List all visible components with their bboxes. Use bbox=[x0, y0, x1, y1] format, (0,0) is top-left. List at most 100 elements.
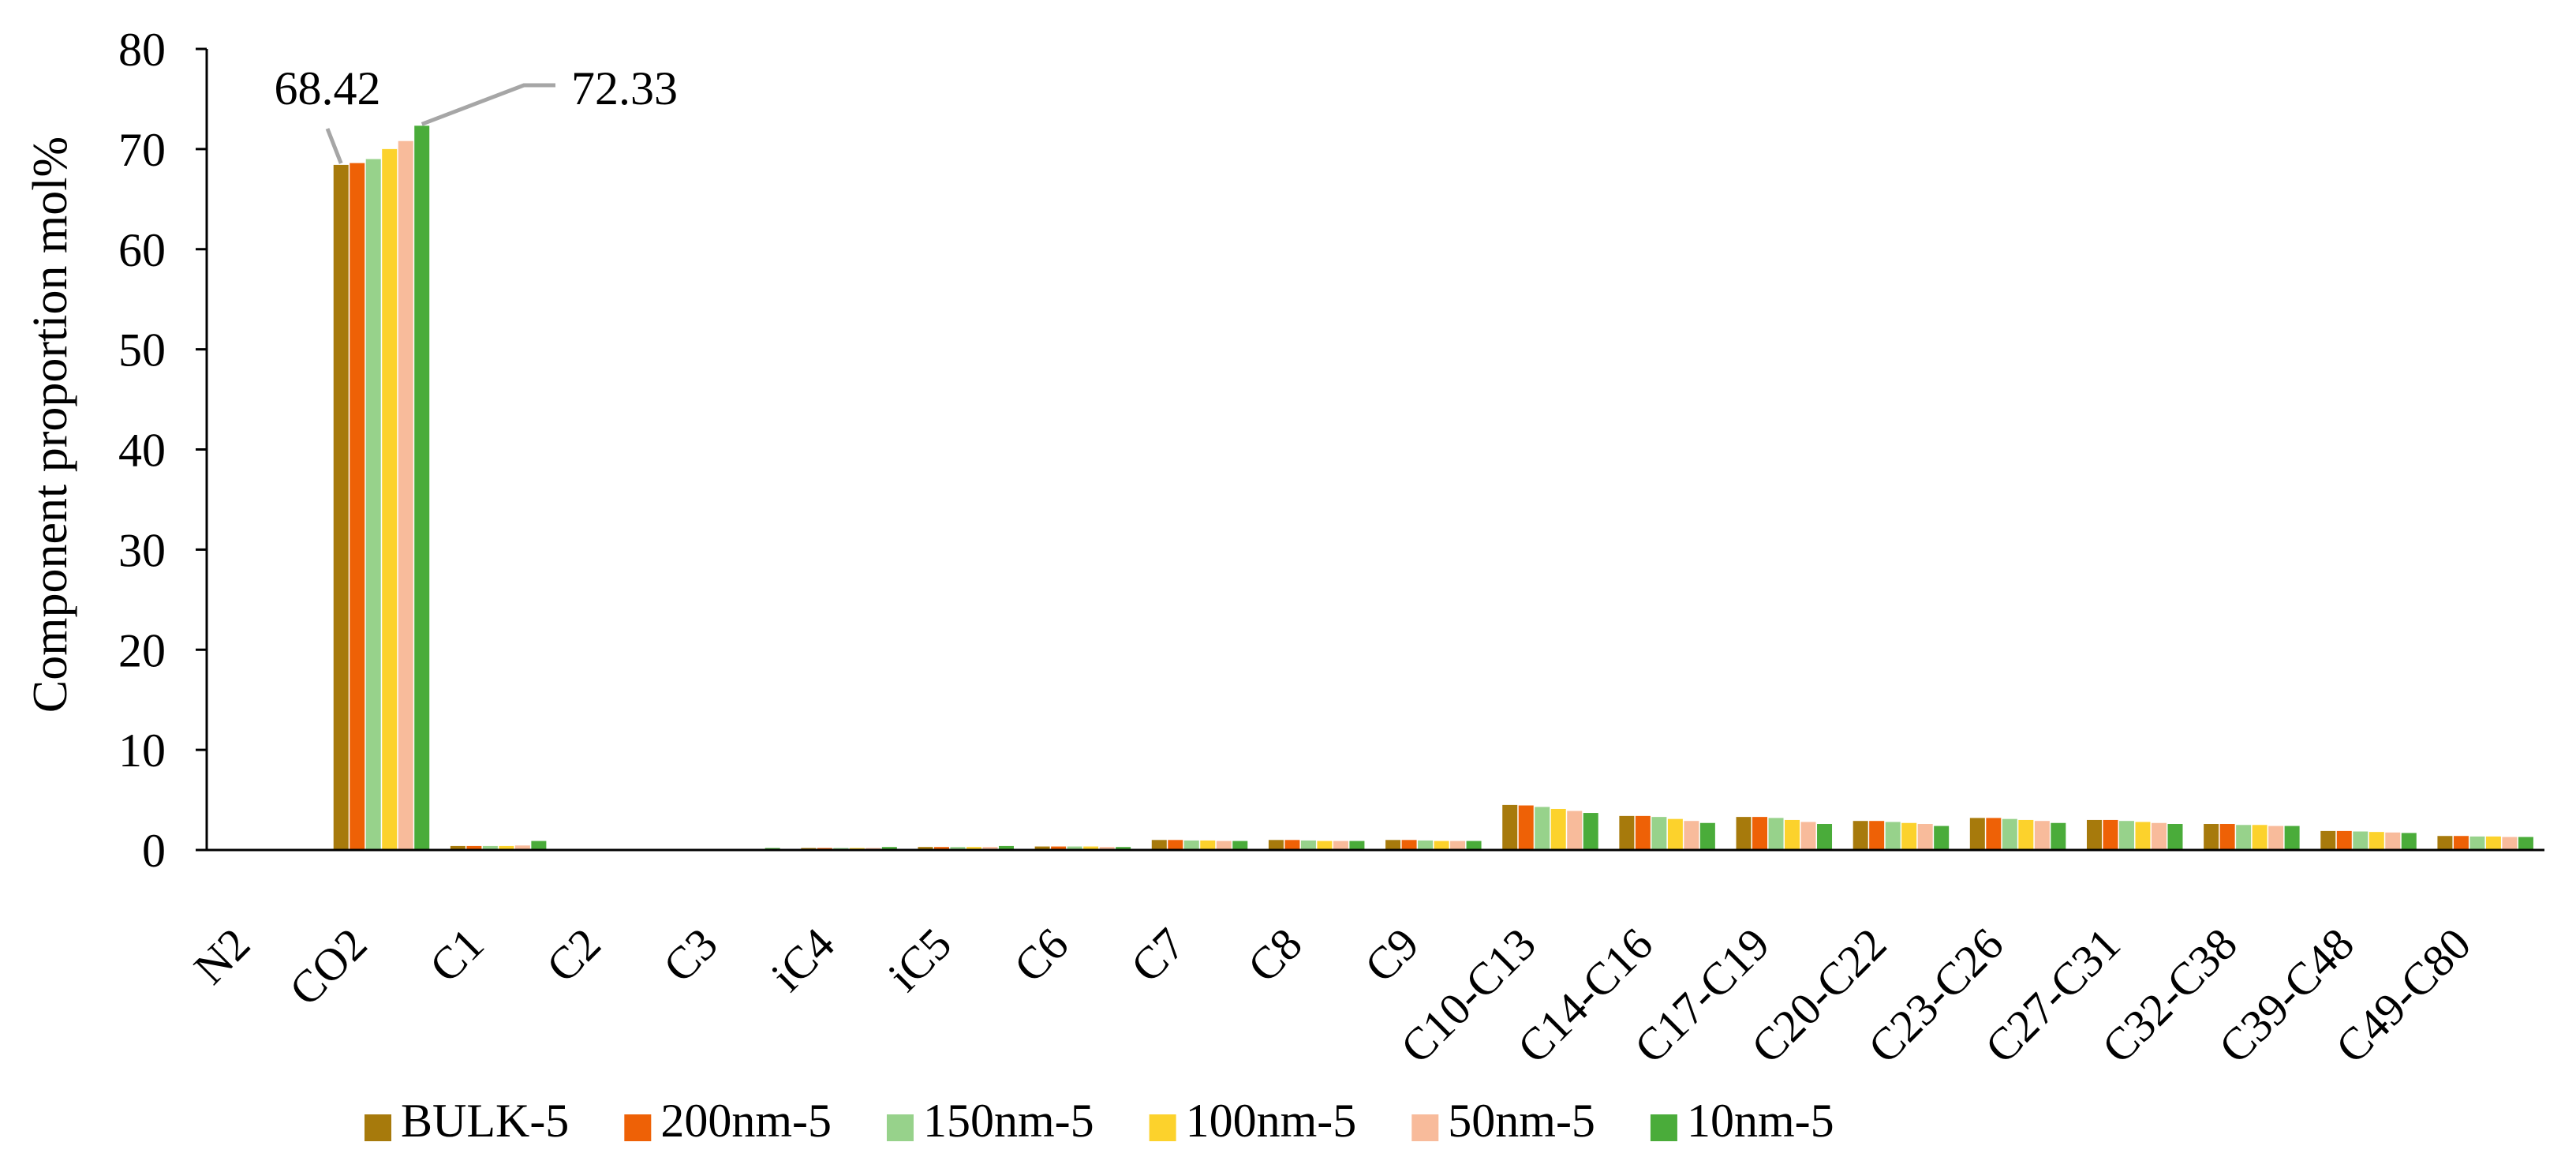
bar-150nm-5-c1 bbox=[482, 845, 498, 850]
bar-200nm-5-c20-c22 bbox=[1869, 821, 1885, 850]
bar-200nm-5-c17-c19 bbox=[1752, 817, 1768, 850]
bar-bulk-5-ic5 bbox=[918, 847, 933, 850]
annotation-leader-bulk-5 bbox=[325, 128, 343, 164]
legend-swatch-100nm-5 bbox=[1149, 1114, 1176, 1141]
bar-200nm-5-c6 bbox=[1051, 846, 1067, 850]
bar-200nm-5-c39-c48 bbox=[2336, 830, 2352, 850]
bar-10nm-5-ic5 bbox=[998, 845, 1014, 850]
legend-label-100nm-5: 100nm-5 bbox=[1186, 1095, 1357, 1147]
bar-10nm-5-c9 bbox=[1466, 841, 1482, 850]
bar-50nm-5-c20-c22 bbox=[1917, 824, 1933, 850]
legend-label-10nm-5: 10nm-5 bbox=[1687, 1095, 1834, 1147]
bar-50nm-5-c8 bbox=[1333, 841, 1348, 850]
bar-150nm-5-c14-c16 bbox=[1651, 817, 1667, 850]
bar-50nm-5-ic5 bbox=[982, 847, 998, 850]
bar-bulk-5-c8 bbox=[1268, 840, 1284, 850]
bar-100nm-5-c8 bbox=[1317, 841, 1333, 850]
bar-10nm-5-c1 bbox=[531, 841, 547, 850]
bar-200nm-5-c32-c38 bbox=[2219, 824, 2235, 850]
bar-50nm-5-c17-c19 bbox=[1800, 822, 1816, 850]
bar-100nm-5-c14-c16 bbox=[1667, 818, 1683, 850]
x-tick-label-n2: N2 bbox=[184, 918, 260, 994]
x-tick-label-c2: C2 bbox=[537, 918, 611, 992]
bar-100nm-5-c17-c19 bbox=[1785, 819, 1800, 850]
bar-100nm-5-c49-c80 bbox=[2485, 836, 2501, 850]
bar-100nm-5-c27-c31 bbox=[2135, 822, 2151, 850]
bar-10nm-5-c27-c31 bbox=[2167, 824, 2183, 850]
legend-item-100nm-5: 100nm-5 bbox=[1149, 1095, 1357, 1147]
bar-150nm-5-c27-c31 bbox=[2118, 821, 2134, 850]
bar-50nm-5-c23-c26 bbox=[2034, 821, 2050, 850]
bar-200nm-5-c27-c31 bbox=[2103, 819, 2118, 850]
bar-150nm-5-c23-c26 bbox=[2002, 818, 2017, 850]
bar-bulk-5-c23-c26 bbox=[1969, 818, 1985, 850]
bar-150nm-5-c8 bbox=[1300, 840, 1316, 850]
bar-150nm-5-c9 bbox=[1418, 840, 1434, 850]
bar-bulk-5-co2 bbox=[333, 164, 349, 850]
bar-150nm-5-c49-c80 bbox=[2469, 836, 2485, 850]
bar-200nm-5-co2 bbox=[350, 163, 365, 850]
bar-100nm-5-ic5 bbox=[966, 847, 981, 850]
legend: BULK-5 200nm-5 150nm-5 100nm-5 50nm-5 10nm-5 bbox=[365, 1095, 1834, 1147]
x-tick-label-c3: C3 bbox=[653, 918, 727, 992]
x-tick-label-ic4: iC4 bbox=[761, 918, 844, 1001]
legend-swatch-200nm-5 bbox=[624, 1114, 652, 1141]
bar-150nm-5-c32-c38 bbox=[2236, 825, 2252, 850]
x-tick-label-c7: C7 bbox=[1121, 918, 1195, 992]
legend-swatch-10nm-5 bbox=[1650, 1114, 1677, 1141]
bar-10nm-5-ic4 bbox=[881, 847, 897, 850]
bar-50nm-5-c9 bbox=[1450, 841, 1466, 850]
bar-50nm-5-c7 bbox=[1216, 841, 1232, 850]
bar-10nm-5-c10-c13 bbox=[1583, 813, 1598, 850]
legend-label-200nm-5: 200nm-5 bbox=[660, 1095, 832, 1147]
axes-layer: 0 10 20 30 40 50 60 70 80 N2 CO2 C1 C2 C3 iC4 iC5 C6 C7 C8… bbox=[118, 24, 2544, 1073]
bar-100nm-5-co2 bbox=[382, 148, 398, 850]
y-tick-label-0: 0 bbox=[142, 825, 166, 877]
y-tick-label-10: 10 bbox=[118, 725, 166, 777]
y-tick-label-50: 50 bbox=[118, 324, 166, 376]
bar-200nm-5-c8 bbox=[1284, 840, 1300, 850]
bars-layer bbox=[333, 125, 2533, 851]
bar-150nm-5-c17-c19 bbox=[1768, 818, 1784, 850]
bar-bulk-5-c27-c31 bbox=[2086, 819, 2102, 850]
legend-label-50nm-5: 50nm-5 bbox=[1448, 1095, 1595, 1147]
bar-50nm-5-c6 bbox=[1099, 847, 1115, 850]
bar-10nm-5-c8 bbox=[1349, 841, 1365, 850]
legend-label-150nm-5: 150nm-5 bbox=[923, 1095, 1094, 1147]
bar-200nm-5-c9 bbox=[1401, 840, 1417, 850]
x-tick-label-co2: CO2 bbox=[279, 918, 376, 1015]
bar-200nm-5-c49-c80 bbox=[2453, 836, 2469, 850]
bar-10nm-5-c17-c19 bbox=[1817, 824, 1833, 850]
bar-100nm-5-c7 bbox=[1200, 840, 1216, 850]
bar-200nm-5-c10-c13 bbox=[1518, 805, 1534, 850]
x-tick-label-c1: C1 bbox=[420, 918, 494, 992]
annotation-leader-10nm-5 bbox=[421, 83, 555, 126]
legend-swatch-150nm-5 bbox=[886, 1114, 914, 1141]
legend-item-50nm-5: 50nm-5 bbox=[1411, 1095, 1595, 1147]
bar-100nm-5-c20-c22 bbox=[1901, 822, 1917, 850]
bar-10nm-5-c7 bbox=[1232, 841, 1248, 850]
bar-50nm-5-c32-c38 bbox=[2268, 826, 2284, 850]
y-tick-label-30: 30 bbox=[118, 524, 166, 576]
bar-200nm-5-ic5 bbox=[933, 847, 949, 850]
bar-10nm-5-c23-c26 bbox=[2051, 822, 2066, 850]
y-tick-label-70: 70 bbox=[118, 124, 166, 176]
bar-10nm-5-c32-c38 bbox=[2284, 826, 2300, 850]
legend-item-10nm-5: 10nm-5 bbox=[1650, 1095, 1834, 1147]
bar-bulk-5-c32-c38 bbox=[2204, 824, 2219, 850]
annotations-layer: 68.42 72.33 bbox=[275, 62, 678, 164]
bar-10nm-5-c39-c48 bbox=[2401, 833, 2417, 850]
bar-200nm-5-c7 bbox=[1168, 840, 1183, 850]
legend-label-bulk-5: BULK-5 bbox=[401, 1095, 569, 1147]
bar-10nm-5-c49-c80 bbox=[2518, 837, 2533, 850]
legend-swatch-bulk-5 bbox=[365, 1114, 391, 1141]
bar-10nm-5-c20-c22 bbox=[1934, 826, 1950, 850]
bar-150nm-5-co2 bbox=[365, 159, 381, 850]
bar-bulk-5-c39-c48 bbox=[2320, 830, 2336, 850]
bar-50nm-5-c1 bbox=[514, 845, 530, 850]
bar-bulk-5-c6 bbox=[1034, 846, 1050, 850]
bar-bulk-5-c14-c16 bbox=[1619, 815, 1635, 850]
y-tick-label-80: 80 bbox=[118, 24, 166, 76]
bar-100nm-5-c32-c38 bbox=[2252, 825, 2268, 850]
